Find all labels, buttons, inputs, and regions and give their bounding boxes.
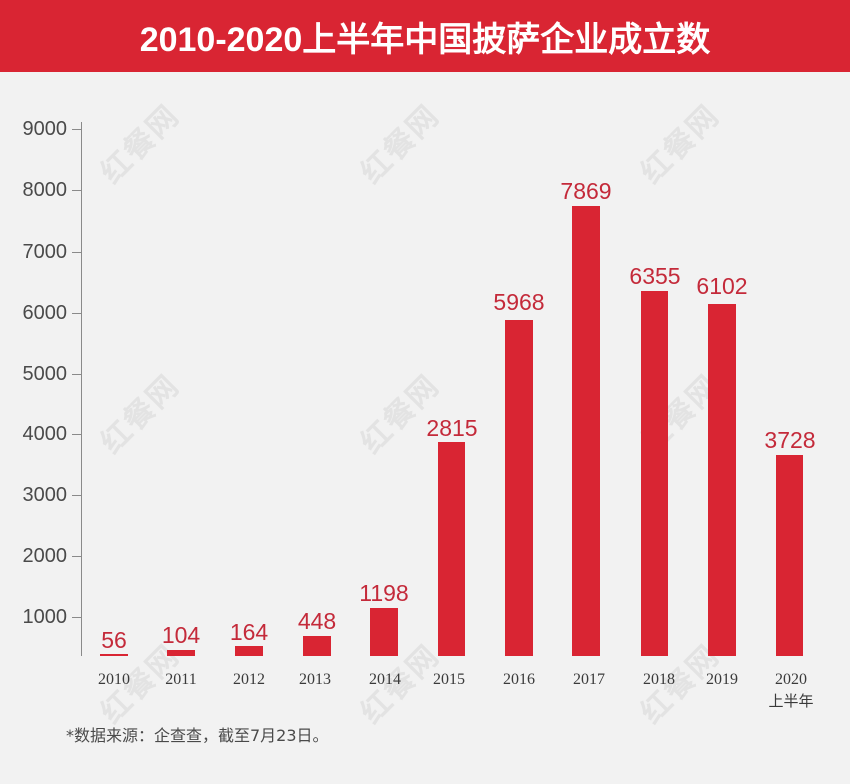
y-tick — [72, 617, 81, 618]
watermark: 红餐网 — [94, 368, 187, 461]
bar-2018 — [641, 291, 668, 656]
y-tick — [72, 313, 81, 314]
bar-value-label: 7869 — [560, 178, 612, 204]
y-tick — [72, 374, 81, 375]
x-tick-label: 2020 上半年 — [751, 671, 831, 710]
bar-value-label: 2815 — [426, 415, 478, 441]
y-tick — [72, 495, 81, 496]
x-label-year: 2017 — [573, 671, 605, 688]
x-label-year: 2016 — [503, 671, 535, 688]
bar-value-label: 6102 — [696, 273, 748, 299]
x-tick-label: 2012 — [209, 671, 289, 689]
bar-value-label: 164 — [229, 619, 269, 645]
watermark: 红餐网 — [634, 98, 727, 191]
watermark: 红餐网 — [354, 98, 447, 191]
watermark: 红餐网 — [354, 368, 447, 461]
bar-value-label: 5968 — [493, 289, 545, 315]
x-label-year: 2010 — [98, 671, 130, 688]
x-tick-label: 2015 — [409, 671, 489, 689]
y-tick-label: 2000 — [22, 545, 68, 567]
bar-2020-h1 — [776, 455, 803, 656]
bar-value-label: 56 — [101, 627, 127, 653]
bar-value-label: 104 — [161, 622, 201, 648]
x-tick-label: 2019 — [682, 671, 762, 689]
x-tick-label: 2014 — [345, 671, 425, 689]
bar-2019 — [708, 304, 736, 656]
x-label-year: 2011 — [165, 671, 197, 688]
y-tick-label: 3000 — [22, 484, 68, 506]
y-tick-label: 6000 — [22, 302, 68, 324]
y-tick-label: 5000 — [22, 363, 68, 385]
bar-2010 — [100, 654, 128, 656]
y-axis — [81, 122, 82, 656]
y-tick — [72, 190, 81, 191]
y-tick-label: 4000 — [22, 423, 68, 445]
chart-title: 2010-2020上半年中国披萨企业成立数 — [139, 20, 711, 59]
x-label-year: 2020 — [775, 671, 807, 688]
x-tick-label: 2010 — [74, 671, 154, 689]
x-tick-label: 2011 — [141, 671, 221, 689]
x-label-year: 2015 — [433, 671, 465, 688]
x-tick-label: 2017 — [549, 671, 629, 689]
x-label-year: 2019 — [706, 671, 738, 688]
watermark: 红餐网 — [94, 98, 187, 191]
chart-title-banner: 2010-2020上半年中国披萨企业成立数 — [0, 0, 850, 72]
x-tick-label: 2013 — [275, 671, 355, 689]
bar-2011 — [167, 650, 195, 656]
y-tick-label: 8000 — [22, 179, 68, 201]
bar-value-label: 6355 — [629, 263, 681, 289]
bar-2013 — [303, 636, 331, 656]
x-label-sub: 上半年 — [768, 692, 814, 710]
x-label-year: 2013 — [299, 671, 331, 688]
x-label-year: 2018 — [643, 671, 675, 688]
bar-2015 — [438, 442, 465, 656]
y-tick-label: 9000 — [22, 118, 68, 140]
x-tick-label: 2016 — [479, 671, 559, 689]
bar-2016 — [505, 320, 533, 656]
bar-2014 — [370, 608, 398, 656]
y-tick — [72, 252, 81, 253]
bar-value-label: 3728 — [764, 427, 816, 453]
bar-value-label: 448 — [297, 608, 337, 634]
y-tick — [72, 556, 81, 557]
x-label-year: 2014 — [369, 671, 401, 688]
x-label-year: 2012 — [233, 671, 265, 688]
y-tick-label: 7000 — [22, 241, 68, 263]
x-tick-label: 2018 — [619, 671, 699, 689]
y-tick — [72, 434, 81, 435]
bar-chart: 红餐网 红餐网 红餐网 红餐网 红餐网 红餐网 红餐网 红餐网 红餐网 9000… — [22, 98, 831, 745]
data-source-note: *数据来源：企查查，截至7月23日。 — [66, 726, 329, 745]
y-tick-label: 1000 — [22, 606, 68, 628]
bar-2012 — [235, 646, 263, 656]
bar-value-label: 1198 — [359, 580, 409, 606]
y-tick — [72, 129, 81, 130]
bar-2017 — [572, 206, 600, 656]
